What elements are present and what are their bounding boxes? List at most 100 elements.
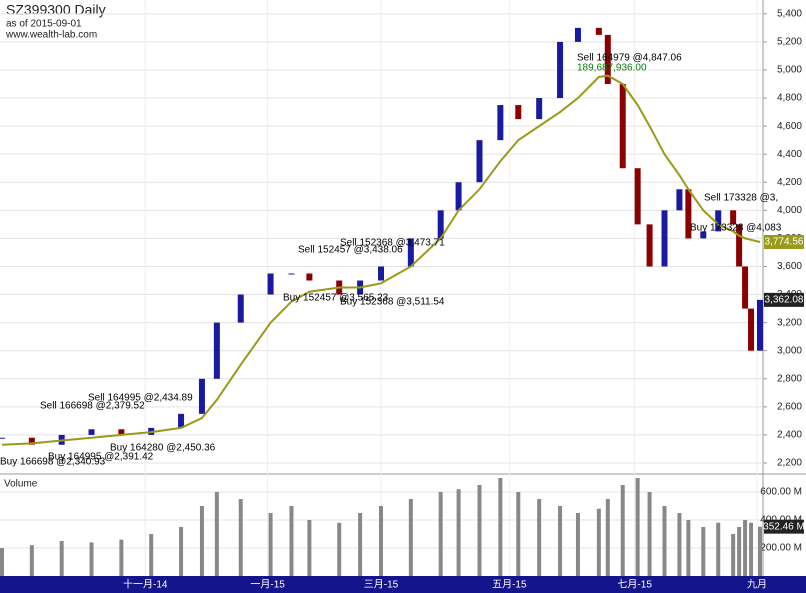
candle [0, 437, 5, 439]
y-tick-label: 600.00 M [760, 487, 802, 498]
volume-bar [149, 534, 154, 576]
candle [742, 266, 749, 309]
volume-bar [477, 485, 482, 576]
candle [757, 299, 763, 351]
trade-annotation: Buy 166698 @2,340.93 [0, 457, 106, 468]
last-value-box [764, 234, 804, 249]
candle [604, 34, 611, 85]
volume-bar [0, 548, 4, 576]
candle [748, 308, 755, 351]
volume-bar [268, 513, 273, 576]
y-tick-label: 2,200 [777, 458, 802, 469]
x-tick-label: 三月-15 [364, 579, 399, 591]
candle [178, 413, 185, 428]
volume-bar [647, 492, 652, 576]
volume-bar [516, 492, 521, 576]
volume-bar [456, 489, 461, 576]
candle [437, 210, 444, 239]
candle [407, 238, 414, 267]
volume-bar [662, 506, 667, 576]
last-value-box [764, 519, 804, 534]
volume-bar [731, 534, 736, 576]
volume-bar [558, 506, 563, 576]
y-tick-label: 4,200 [777, 177, 802, 188]
volume-bar [408, 499, 413, 576]
volume-bar [119, 539, 124, 576]
x-tick-label: 十一月-14 [123, 578, 168, 591]
volume-bar [498, 478, 503, 576]
volume-bar [716, 522, 721, 576]
volume-bar [358, 513, 363, 576]
candle [536, 98, 543, 120]
volume-bar [29, 545, 34, 576]
trade-annotation: Buy 152368 @3,511.54 [340, 297, 445, 308]
volume-bar [179, 527, 184, 576]
trade-annotation: Sell 152368 @3,473.71 [340, 238, 445, 249]
x-axis-band [0, 576, 806, 593]
source: www.wealth-lab.com [5, 30, 97, 41]
y-tick-label: 4,400 [777, 149, 802, 160]
candle [646, 224, 653, 267]
volume-bar [758, 526, 762, 576]
y-tick-label: 200.00 M [760, 543, 802, 554]
volume-title: Volume [4, 479, 38, 490]
volume-bar [199, 506, 204, 576]
volume-bar [749, 522, 754, 576]
y-tick-label: 2,800 [777, 373, 802, 384]
x-tick-label: 一月-15 [250, 579, 285, 591]
candle [28, 437, 35, 445]
candle [237, 294, 244, 323]
volume-bar [743, 520, 748, 576]
y-tick-label: 4,600 [777, 121, 802, 132]
candle [213, 322, 220, 379]
x-tick-label: 五月-15 [492, 579, 527, 591]
candle [306, 273, 313, 281]
candle [730, 210, 737, 225]
volume-bar [379, 506, 383, 576]
candle [497, 105, 504, 141]
trade-annotation: Buy 173328 @4,083 [690, 223, 782, 234]
candle [574, 27, 581, 42]
subtitle: as of 2015-09-01 [6, 19, 82, 30]
candle [619, 84, 626, 169]
last-value-label: 352.46 M [763, 521, 805, 532]
candle [198, 378, 205, 414]
volume-bar [596, 508, 601, 576]
candle [476, 140, 483, 183]
candle [676, 189, 683, 211]
x-tick-label: 七月-15 [617, 579, 652, 591]
trade-annotation: Buy 164995 @2,391.42 [48, 452, 154, 463]
volume-bar [635, 478, 640, 576]
volume-bar [605, 499, 610, 576]
volume-bar [289, 506, 294, 576]
candle [118, 429, 125, 435]
volume-bar [214, 492, 219, 576]
trade-annotation: Sell 164995 @2,434.89 [88, 393, 193, 404]
candle [378, 266, 384, 281]
x-tick-label: 九月 [747, 579, 767, 591]
y-tick-label: 4,800 [777, 93, 802, 104]
volume-bar [677, 513, 682, 576]
volume-bar [438, 492, 443, 576]
trade-annotation: Sell 173328 @3, [704, 193, 778, 204]
candle [634, 168, 641, 225]
volume-bar [337, 522, 342, 576]
volume-bar [701, 527, 706, 576]
chart-title: SZ399300 Daily [6, 2, 106, 18]
trade-annotation: Buy 152457 @3,565.23 [283, 293, 389, 304]
y-tick-label: 2,400 [777, 430, 802, 441]
y-tick-label: 3,600 [777, 261, 802, 272]
volume-bar [59, 541, 64, 576]
trade-annotation: Sell 166698 @2,379.52 [40, 401, 145, 412]
candle [595, 27, 602, 35]
volume-bar [537, 499, 542, 576]
candle [515, 105, 522, 120]
sma-line [1, 74, 761, 446]
trade-annotation: Sell 152457 @3,438.06 [298, 245, 403, 256]
candle [661, 210, 668, 267]
candle [455, 182, 462, 211]
y-tick-label: 3,000 [777, 345, 802, 356]
last-value-label: 3,362.08 [765, 295, 804, 306]
candle [700, 231, 707, 239]
